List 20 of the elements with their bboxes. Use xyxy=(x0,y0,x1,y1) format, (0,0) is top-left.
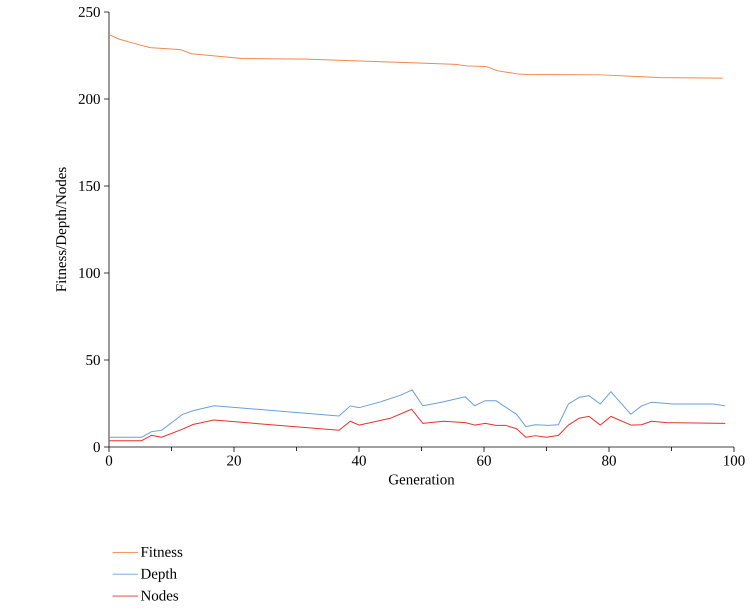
line-series xyxy=(109,34,724,79)
y-tick-label: 150 xyxy=(79,180,100,192)
x-tick-label: 80 xyxy=(602,456,616,466)
legend-label: Fitness xyxy=(140,546,182,557)
y-axis-title: Fitness/Depth/Nodes xyxy=(56,167,70,292)
line-series xyxy=(109,389,726,438)
y-tick-label: 250 xyxy=(78,6,100,18)
y-tick-label: 0 xyxy=(94,442,100,452)
y-tick-label: 100 xyxy=(79,268,100,278)
legend-label: Depth xyxy=(140,568,177,582)
y-tick-label: 200 xyxy=(78,94,100,104)
x-tick-label: 20 xyxy=(227,456,241,466)
x-tick-label: 60 xyxy=(477,456,491,466)
line-series xyxy=(109,408,726,442)
legend-label: Nodes xyxy=(140,590,178,601)
x-tick-label: 0 xyxy=(106,456,112,466)
x-axis-title: Generation xyxy=(388,474,454,484)
x-tick-label: 100 xyxy=(724,456,745,466)
y-tick-label: 50 xyxy=(86,354,100,366)
x-tick-label: 40 xyxy=(352,456,366,466)
